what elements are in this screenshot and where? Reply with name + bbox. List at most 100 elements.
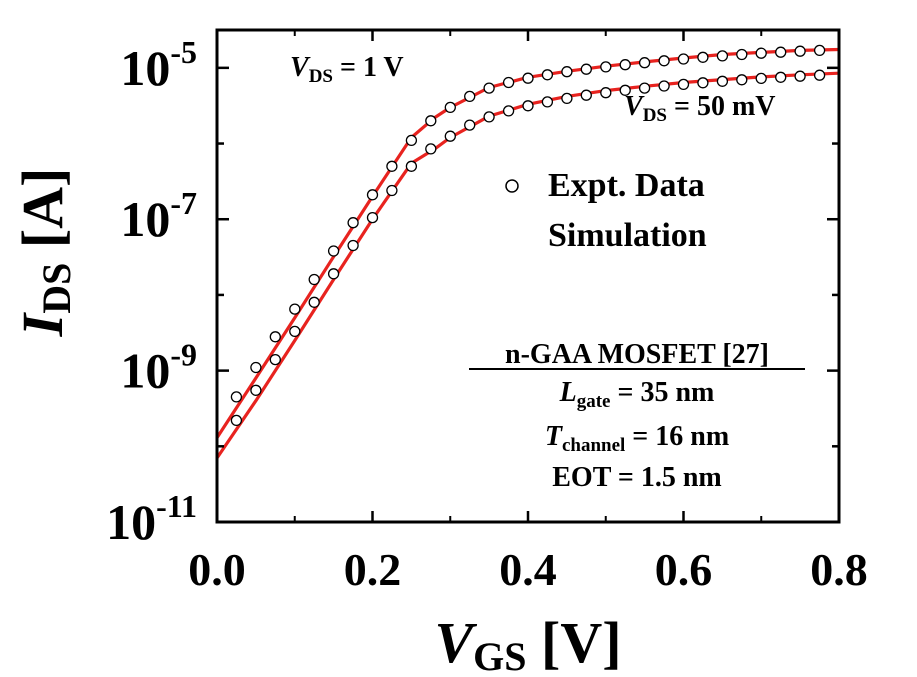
expt-point xyxy=(444,130,456,142)
y-tick-label: 10-7 xyxy=(120,185,197,247)
device-title: n-GAA MOSFET [27] xyxy=(505,339,769,370)
expt-point xyxy=(736,74,748,86)
expt-point xyxy=(561,66,573,78)
device-param: Tchannel = 16 nm xyxy=(545,421,729,456)
expt-point xyxy=(580,63,592,75)
y-tick-base: 10 xyxy=(120,343,170,399)
y-tick-base: 10 xyxy=(106,494,156,550)
expt-point xyxy=(327,245,340,257)
expt-point xyxy=(405,134,418,147)
expt-point xyxy=(677,78,690,91)
device-param: Lgate = 35 nm xyxy=(559,377,715,412)
expt-point xyxy=(541,96,554,108)
x-tick-label: 0.6 xyxy=(655,544,713,595)
y-axis-title-main: I xyxy=(10,311,75,337)
plot-area xyxy=(215,44,840,459)
expt-point xyxy=(386,184,398,197)
expt-point xyxy=(716,50,729,62)
expt-point xyxy=(677,53,690,65)
expt-point xyxy=(522,72,534,84)
expt-point xyxy=(444,101,456,114)
expt-point xyxy=(405,160,418,172)
expt-point xyxy=(502,76,515,89)
legend-label-expt: Expt. Data xyxy=(548,167,705,204)
series-label-vds-50mv: VDS = 50 mV xyxy=(624,91,775,126)
expt-point xyxy=(600,61,612,73)
y-tick-exponent: -11 xyxy=(156,488,197,524)
y-axis-title-sub: DS xyxy=(34,263,79,314)
expt-point xyxy=(425,143,437,155)
expt-point xyxy=(269,331,281,343)
expt-point xyxy=(250,384,262,396)
expt-point xyxy=(483,82,495,94)
expt-point xyxy=(289,325,301,338)
expt-point xyxy=(230,391,243,403)
expt-point xyxy=(522,100,534,112)
expt-point xyxy=(638,82,651,94)
expt-point xyxy=(347,239,359,252)
y-axis-title-unit: [A] xyxy=(10,168,75,263)
expt-point xyxy=(464,119,476,131)
x-tick-label: 0.4 xyxy=(499,544,557,595)
expt-point xyxy=(755,72,767,85)
expt-point xyxy=(308,296,320,308)
expt-point xyxy=(813,69,826,81)
legend-marker-circle-icon xyxy=(505,179,519,193)
y-axis-title: IDS [A] xyxy=(10,168,79,338)
simulation-line-2 xyxy=(215,71,840,459)
x-tick-label: 0.2 xyxy=(344,544,402,595)
expt-point xyxy=(269,353,281,366)
x-axis-title-unit: [V] xyxy=(527,610,622,675)
x-axis-title: VGS [V] xyxy=(434,610,621,677)
expt-point xyxy=(794,45,806,57)
x-axis-title-sub: GS xyxy=(473,634,526,677)
expt-point xyxy=(638,57,651,69)
x-axis-title-main: V xyxy=(434,610,477,675)
expt-point xyxy=(347,217,359,229)
expt-point xyxy=(697,77,709,89)
expt-point xyxy=(502,105,515,117)
series-label-vds-1v: VDS = 1 V xyxy=(290,52,404,87)
expt-point xyxy=(697,51,709,63)
expt-point xyxy=(736,48,748,61)
expt-point xyxy=(386,160,398,172)
axes xyxy=(215,30,841,524)
expt-point xyxy=(600,87,612,99)
expt-point xyxy=(619,59,631,71)
expt-point xyxy=(775,46,787,58)
y-tick-label: 10-5 xyxy=(120,34,197,96)
expt-point xyxy=(230,414,243,427)
expt-point xyxy=(561,92,573,105)
expt-point xyxy=(813,44,826,57)
y-tick-label: 10-11 xyxy=(106,488,197,550)
expt-point xyxy=(327,268,340,280)
expt-point xyxy=(464,90,476,103)
expt-point xyxy=(483,111,495,123)
expt-point xyxy=(619,84,631,96)
expt-point xyxy=(658,55,670,67)
expt-point xyxy=(289,303,301,315)
y-tick-base: 10 xyxy=(120,40,170,96)
y-tick-base: 10 xyxy=(120,191,170,247)
expt-point xyxy=(658,80,670,92)
expt-point xyxy=(580,89,592,101)
legend-label-simulation: Simulation xyxy=(548,217,707,254)
expt-point xyxy=(541,69,554,81)
expt-point xyxy=(775,71,787,83)
expt-point xyxy=(366,189,379,201)
y-tick-label: 10-9 xyxy=(120,337,197,399)
expt-point xyxy=(250,361,262,374)
expt-point xyxy=(366,211,379,224)
expt-point xyxy=(755,47,767,59)
x-tick-label: 0.0 xyxy=(188,544,246,595)
device-param: EOT = 1.5 nm xyxy=(552,462,721,493)
expt-point xyxy=(716,75,729,87)
y-tick-exponent: -9 xyxy=(170,337,197,373)
y-tick-exponent: -7 xyxy=(170,185,197,221)
expt-point xyxy=(308,273,320,286)
expt-point xyxy=(794,70,806,82)
x-tick-label: 0.8 xyxy=(810,544,868,595)
y-tick-exponent: -5 xyxy=(170,34,197,70)
